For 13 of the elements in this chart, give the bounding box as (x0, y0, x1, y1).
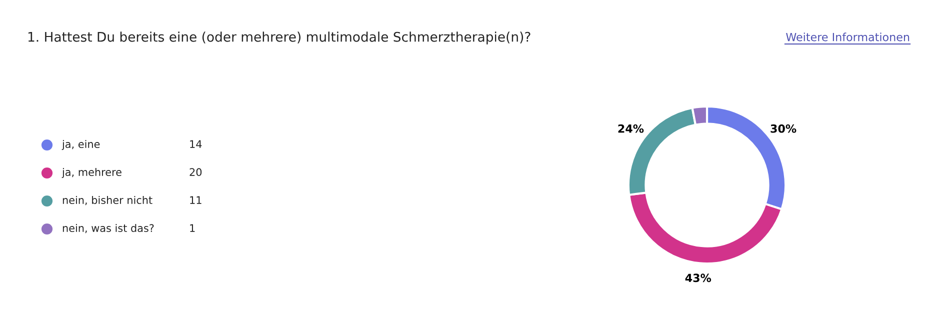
text: 11 (190, 196, 202, 204)
text: Weitere Informationen (786, 32, 910, 42)
text: 20 (190, 168, 202, 176)
text: 14 (190, 140, 202, 148)
legend-label: nein, bisher nicht (62, 196, 152, 206)
data-label: 24% (618, 124, 644, 133)
data-label: 43% (685, 274, 712, 282)
text: 1 (190, 224, 195, 232)
legend-label: ja, mehrere (62, 168, 122, 178)
data-label: 30% (770, 124, 796, 133)
legend-label: ja, eine (62, 140, 100, 150)
legend-label: nein, was ist das? (62, 224, 154, 234)
chart-title: 1. Hattest Du bereits eine (oder mehrere) multimodale Schmerztherapie(n)? (28, 32, 530, 44)
